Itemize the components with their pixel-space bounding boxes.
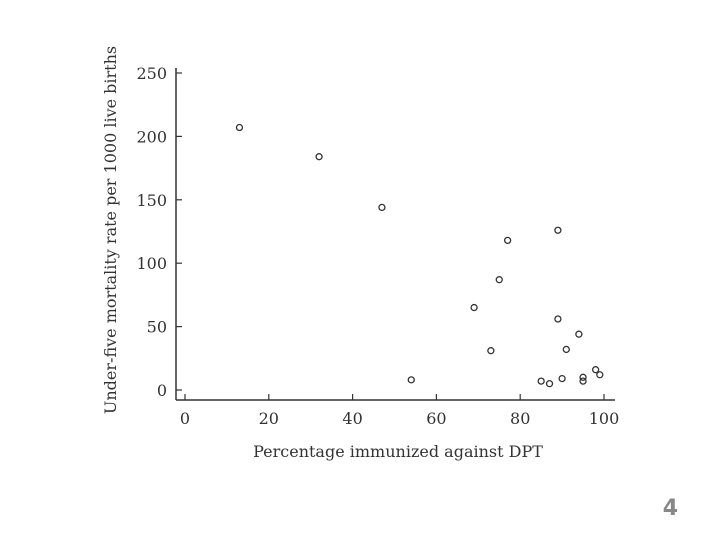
- data-point: [562, 345, 570, 354]
- y-axis-title: Under-five mortality rate per 1000 live …: [101, 46, 120, 414]
- data-point: [537, 377, 545, 385]
- data-point: [545, 380, 554, 388]
- data-point: [579, 377, 587, 385]
- data-point: [235, 123, 244, 132]
- data-point: [503, 236, 512, 245]
- x-tick-label: 100: [589, 409, 620, 428]
- data-point: [554, 226, 562, 234]
- x-tick-label: 60: [426, 409, 446, 428]
- data-point: [554, 315, 562, 323]
- data-point: [579, 373, 587, 381]
- y-tick-label: 250: [136, 64, 167, 83]
- data-points: [235, 123, 604, 388]
- data-point: [591, 366, 600, 374]
- y-tick-label: 50: [147, 318, 167, 337]
- data-point: [487, 347, 495, 355]
- x-tick-label: 0: [180, 409, 190, 428]
- data-point: [495, 276, 503, 284]
- y-tick-label: 100: [136, 254, 167, 273]
- x-tick-label: 80: [510, 409, 530, 428]
- data-point: [378, 203, 386, 212]
- x-axis-title: Percentage immunized against DPT: [253, 442, 543, 461]
- x-ticks: 0 20 40 60 80 100: [180, 394, 619, 428]
- y-ticks: 0 50 100 150 200 250: [136, 64, 182, 400]
- data-point: [407, 376, 415, 384]
- data-point: [315, 153, 323, 161]
- y-tick-label: 150: [136, 191, 167, 210]
- data-point: [470, 303, 478, 312]
- data-point: [575, 330, 583, 338]
- data-point: [596, 371, 604, 379]
- data-point: [558, 374, 566, 383]
- y-tick-label: 200: [136, 127, 167, 146]
- x-tick-label: 40: [342, 409, 362, 428]
- x-tick-label: 20: [259, 409, 279, 428]
- page-number: 4: [662, 496, 678, 521]
- y-tick-label: 0: [157, 381, 167, 400]
